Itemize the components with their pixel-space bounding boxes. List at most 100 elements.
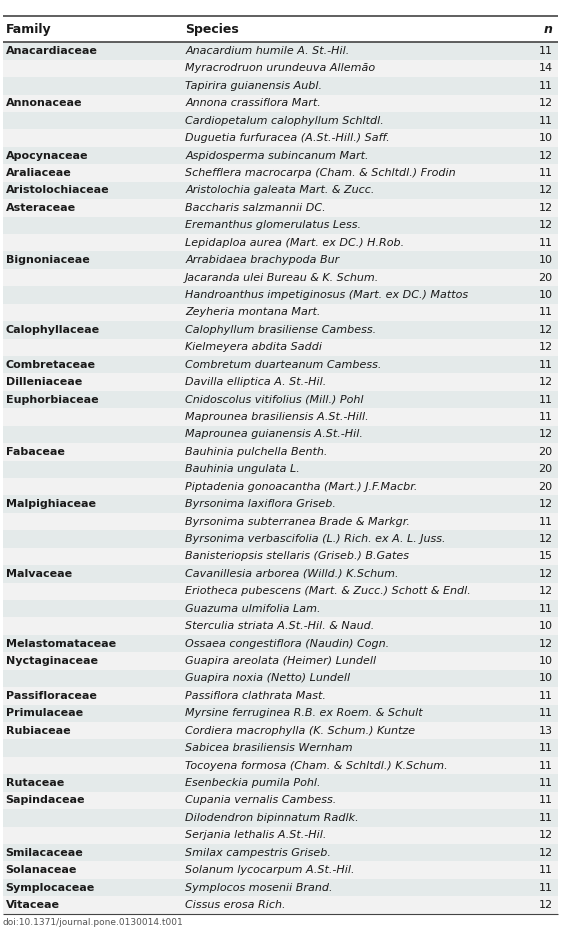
Text: Tapirira guianensis Aubl.: Tapirira guianensis Aubl. [185,81,322,91]
Bar [3,495,558,513]
Text: 11: 11 [539,760,553,771]
Text: Family: Family [6,23,51,36]
Bar [3,775,558,791]
Text: Cupania vernalis Cambess.: Cupania vernalis Cambess. [185,795,337,806]
Text: 11: 11 [539,168,553,178]
Text: Banisteriopsis stellaris (Griseb.) B.Gates: Banisteriopsis stellaris (Griseb.) B.Gat… [185,552,409,561]
Text: 20: 20 [539,464,553,475]
Text: Cordiera macrophylla (K. Schum.) Kuntze: Cordiera macrophylla (K. Schum.) Kuntze [185,726,415,736]
Bar [3,356,558,373]
Text: Annona crassiflora Mart.: Annona crassiflora Mart. [185,99,321,108]
Text: Guazuma ulmifolia Lam.: Guazuma ulmifolia Lam. [185,603,321,614]
Text: Aristolochia galeata Mart. & Zucc.: Aristolochia galeata Mart. & Zucc. [185,185,375,196]
Bar [3,791,558,809]
Text: 10: 10 [539,133,553,143]
Bar [3,652,558,669]
Text: Combretaceae: Combretaceae [6,360,95,369]
Text: 20: 20 [539,273,553,283]
Text: Passiflora clathrata Mast.: Passiflora clathrata Mast. [185,691,326,701]
Text: 12: 12 [539,99,553,108]
Bar [3,199,558,216]
Bar [3,234,558,251]
Text: Maprounea guianensis A.St.-Hil.: Maprounea guianensis A.St.-Hil. [185,430,363,439]
Bar [3,478,558,495]
Text: Primulaceae: Primulaceae [6,708,82,718]
Bar [3,896,558,914]
Text: n: n [544,23,553,36]
Text: 12: 12 [539,534,553,544]
Bar [3,42,558,60]
Text: 12: 12 [539,587,553,596]
Text: Fabaceae: Fabaceae [6,446,65,457]
Text: 11: 11 [539,360,553,369]
Text: Aspidosperma subincanum Mart.: Aspidosperma subincanum Mart. [185,150,369,161]
Text: 11: 11 [539,778,553,788]
Text: Sapindaceae: Sapindaceae [6,795,85,806]
Text: Malvaceae: Malvaceae [6,569,72,579]
Text: 11: 11 [539,813,553,822]
Text: 11: 11 [539,81,553,91]
Text: Melastomataceae: Melastomataceae [6,638,116,649]
Text: Symplocos mosenii Brand.: Symplocos mosenii Brand. [185,883,333,893]
Text: Bauhinia pulchella Benth.: Bauhinia pulchella Benth. [185,446,328,457]
Text: Anacardiaceae: Anacardiaceae [6,46,98,56]
Text: Aristolochiaceae: Aristolochiaceae [6,185,109,196]
Bar [3,60,558,77]
Bar [3,304,558,321]
Text: 15: 15 [539,552,553,561]
Bar [3,130,558,147]
Text: 12: 12 [539,325,553,335]
Text: Zeyheria montana Mart.: Zeyheria montana Mart. [185,307,320,318]
Text: Schefflera macrocarpa (Cham. & Schltdl.) Frodin: Schefflera macrocarpa (Cham. & Schltdl.)… [185,168,456,178]
Text: 11: 11 [539,46,553,56]
Text: 12: 12 [539,150,553,161]
Text: 20: 20 [539,446,553,457]
Text: 11: 11 [539,795,553,806]
Bar [3,164,558,181]
Text: 12: 12 [539,342,553,352]
Text: Guapira areolata (Heimer) Lundell: Guapira areolata (Heimer) Lundell [185,656,376,666]
Text: Malpighiaceae: Malpighiaceae [6,499,95,509]
Text: Baccharis salzmannii DC.: Baccharis salzmannii DC. [185,203,326,212]
Text: 13: 13 [539,726,553,736]
Text: Byrsonima laxiflora Griseb.: Byrsonima laxiflora Griseb. [185,499,336,509]
Text: Jacaranda ulei Bureau & K. Schum.: Jacaranda ulei Bureau & K. Schum. [185,273,379,283]
Bar [3,669,558,687]
Text: Cardiopetalum calophyllum Schltdl.: Cardiopetalum calophyllum Schltdl. [185,116,384,126]
Text: Bauhinia ungulata L.: Bauhinia ungulata L. [185,464,300,475]
Text: Dilleniaceae: Dilleniaceae [6,377,82,387]
Text: Calophyllaceae: Calophyllaceae [6,325,100,335]
Text: Piptadenia gonoacantha (Mart.) J.F.Macbr.: Piptadenia gonoacantha (Mart.) J.F.Macbr… [185,481,417,492]
Text: Guapira noxia (Netto) Lundell: Guapira noxia (Netto) Lundell [185,673,350,683]
Text: Combretum duarteanum Cambess.: Combretum duarteanum Cambess. [185,360,381,369]
Bar [3,338,558,356]
Text: Passifloraceae: Passifloraceae [6,691,96,701]
Bar [3,809,558,826]
Bar [3,861,558,879]
Text: Serjania lethalis A.St.-Hil.: Serjania lethalis A.St.-Hil. [185,830,327,840]
Bar [3,147,558,164]
Text: Araliaceae: Araliaceae [6,168,71,178]
Text: Rutaceae: Rutaceae [6,778,64,788]
Bar [3,826,558,844]
Text: Duguetia furfuracea (A.St.-Hill.) Saff.: Duguetia furfuracea (A.St.-Hill.) Saff. [185,133,390,143]
Text: Cissus erosa Rich.: Cissus erosa Rich. [185,900,286,910]
Text: 11: 11 [539,708,553,718]
Text: Maprounea brasiliensis A.St.-Hill.: Maprounea brasiliensis A.St.-Hill. [185,412,369,422]
Text: Calophyllum brasiliense Cambess.: Calophyllum brasiliense Cambess. [185,325,376,335]
Text: 12: 12 [539,848,553,857]
Text: 10: 10 [539,673,553,683]
Bar [3,879,558,896]
Text: Tocoyena formosa (Cham. & Schltdl.) K.Schum.: Tocoyena formosa (Cham. & Schltdl.) K.Sc… [185,760,448,771]
Text: Kielmeyera abdita Saddi: Kielmeyera abdita Saddi [185,342,322,352]
Text: Euphorbiaceae: Euphorbiaceae [6,395,98,404]
Text: Species: Species [185,23,239,36]
Bar [3,408,558,426]
Text: 10: 10 [539,290,553,300]
Bar [3,77,558,95]
Text: 10: 10 [539,656,553,666]
Text: 11: 11 [539,238,553,248]
Text: Vitaceae: Vitaceae [6,900,59,910]
Text: 11: 11 [539,603,553,614]
Text: Nyctaginaceae: Nyctaginaceae [6,656,98,666]
